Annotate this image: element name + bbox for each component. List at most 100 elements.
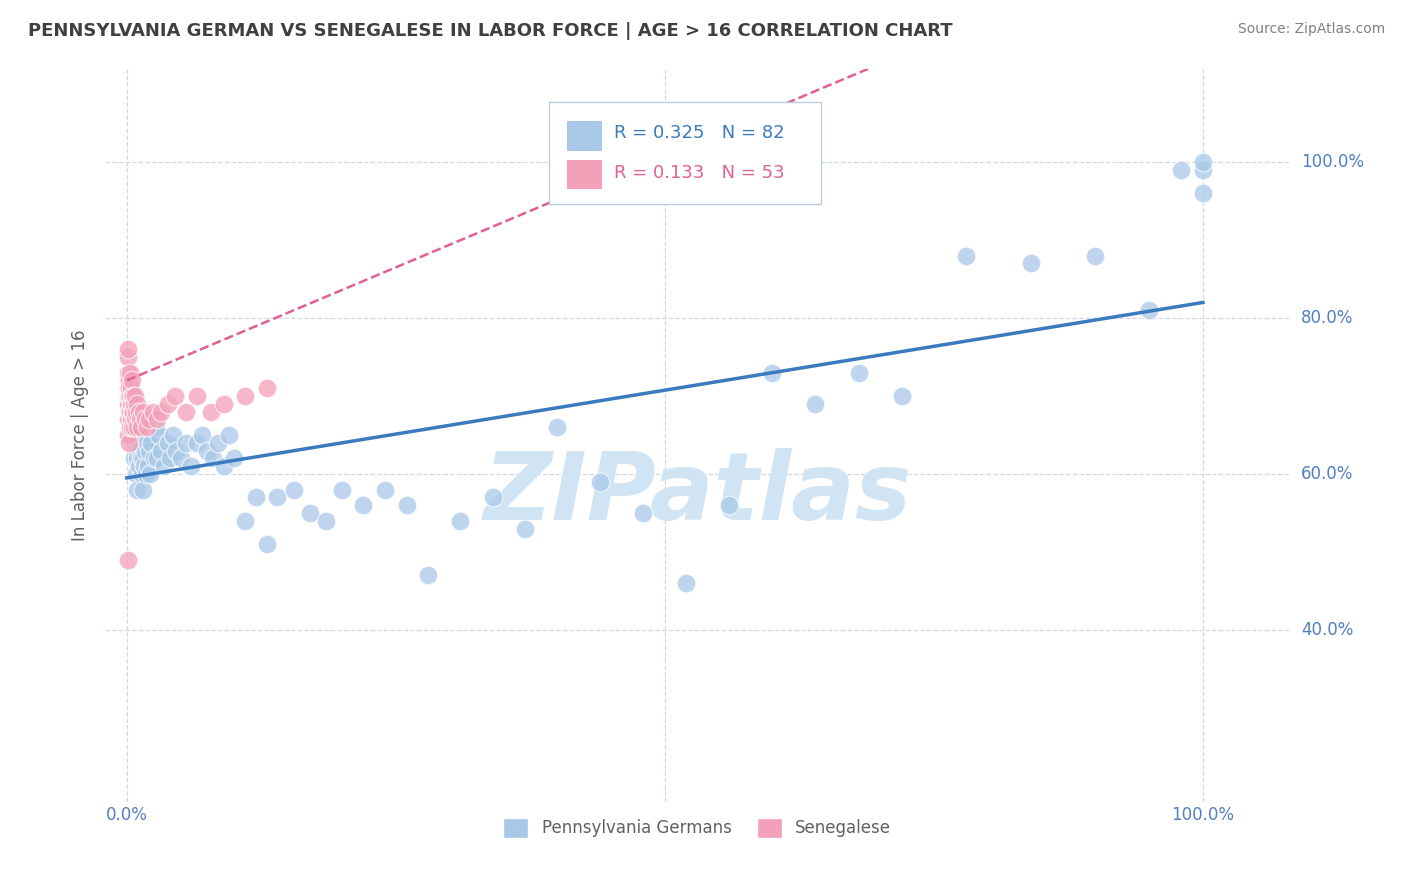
Point	[117, 553, 139, 567]
Point	[128, 404, 150, 418]
Point	[118, 420, 141, 434]
Point	[256, 537, 278, 551]
Point	[180, 459, 202, 474]
Point	[121, 428, 143, 442]
Point	[146, 451, 169, 466]
Point	[138, 443, 160, 458]
Point	[134, 412, 156, 426]
Point	[218, 428, 240, 442]
Point	[191, 428, 214, 442]
Text: Source: ZipAtlas.com: Source: ZipAtlas.com	[1237, 22, 1385, 37]
Text: R = 0.325   N = 82: R = 0.325 N = 82	[614, 124, 785, 142]
Point	[201, 451, 224, 466]
Point	[374, 483, 396, 497]
Point	[330, 483, 353, 497]
Point	[139, 467, 162, 481]
Point	[256, 381, 278, 395]
Point	[156, 397, 179, 411]
Point	[129, 420, 152, 434]
Text: ZIPatlas: ZIPatlas	[484, 448, 911, 540]
Point	[200, 404, 222, 418]
Point	[266, 491, 288, 505]
Point	[224, 451, 246, 466]
Point	[298, 506, 321, 520]
Point	[142, 404, 165, 418]
Y-axis label: In Labor Force | Age > 16: In Labor Force | Age > 16	[72, 329, 89, 541]
Point	[127, 397, 149, 411]
Point	[207, 435, 229, 450]
Point	[186, 389, 208, 403]
Point	[761, 366, 783, 380]
Point	[136, 435, 159, 450]
Point	[1137, 303, 1160, 318]
Point	[121, 397, 143, 411]
Point	[174, 404, 197, 418]
Point	[122, 404, 145, 418]
Point	[212, 459, 235, 474]
Point	[117, 350, 139, 364]
Point	[132, 404, 155, 418]
Point	[546, 420, 568, 434]
Point	[132, 459, 155, 474]
Point	[848, 366, 870, 380]
FancyBboxPatch shape	[567, 161, 602, 189]
Point	[804, 397, 827, 411]
Point	[169, 451, 191, 466]
Point	[118, 404, 141, 418]
Point	[124, 412, 146, 426]
Point	[118, 366, 141, 380]
Point	[1084, 249, 1107, 263]
Point	[955, 249, 977, 263]
Point	[120, 381, 142, 395]
Point	[118, 435, 141, 450]
Point	[165, 443, 187, 458]
Point	[125, 404, 148, 418]
Point	[633, 506, 655, 520]
Legend: Pennsylvania Germans, Senegalese: Pennsylvania Germans, Senegalese	[496, 811, 897, 845]
Point	[174, 435, 197, 450]
Point	[122, 389, 145, 403]
Point	[718, 498, 741, 512]
Point	[141, 435, 163, 450]
Point	[117, 428, 139, 442]
Point	[145, 420, 167, 434]
Point	[233, 389, 256, 403]
Point	[121, 420, 143, 434]
Point	[138, 412, 160, 426]
Point	[117, 412, 139, 426]
Point	[1019, 256, 1042, 270]
Point	[162, 428, 184, 442]
Point	[132, 483, 155, 497]
Point	[127, 420, 149, 434]
Point	[136, 420, 159, 434]
Point	[153, 459, 176, 474]
Point	[245, 491, 267, 505]
Point	[125, 412, 148, 426]
Point	[156, 435, 179, 450]
Point	[127, 428, 149, 442]
Point	[150, 443, 173, 458]
Point	[117, 366, 139, 380]
Point	[134, 443, 156, 458]
Point	[127, 483, 149, 497]
Text: 40.0%: 40.0%	[1301, 621, 1353, 639]
Point	[125, 467, 148, 481]
Point	[675, 576, 697, 591]
Point	[353, 498, 375, 512]
Point	[395, 498, 418, 512]
Point	[132, 451, 155, 466]
Point	[481, 491, 503, 505]
Point	[118, 389, 141, 403]
Point	[120, 412, 142, 426]
Point	[197, 443, 219, 458]
Point	[449, 514, 471, 528]
FancyBboxPatch shape	[567, 121, 602, 151]
Point	[589, 475, 612, 489]
Point	[128, 435, 150, 450]
Point	[513, 522, 536, 536]
Point	[150, 404, 173, 418]
Point	[132, 428, 155, 442]
Point	[128, 459, 150, 474]
Point	[117, 381, 139, 395]
Point	[283, 483, 305, 497]
